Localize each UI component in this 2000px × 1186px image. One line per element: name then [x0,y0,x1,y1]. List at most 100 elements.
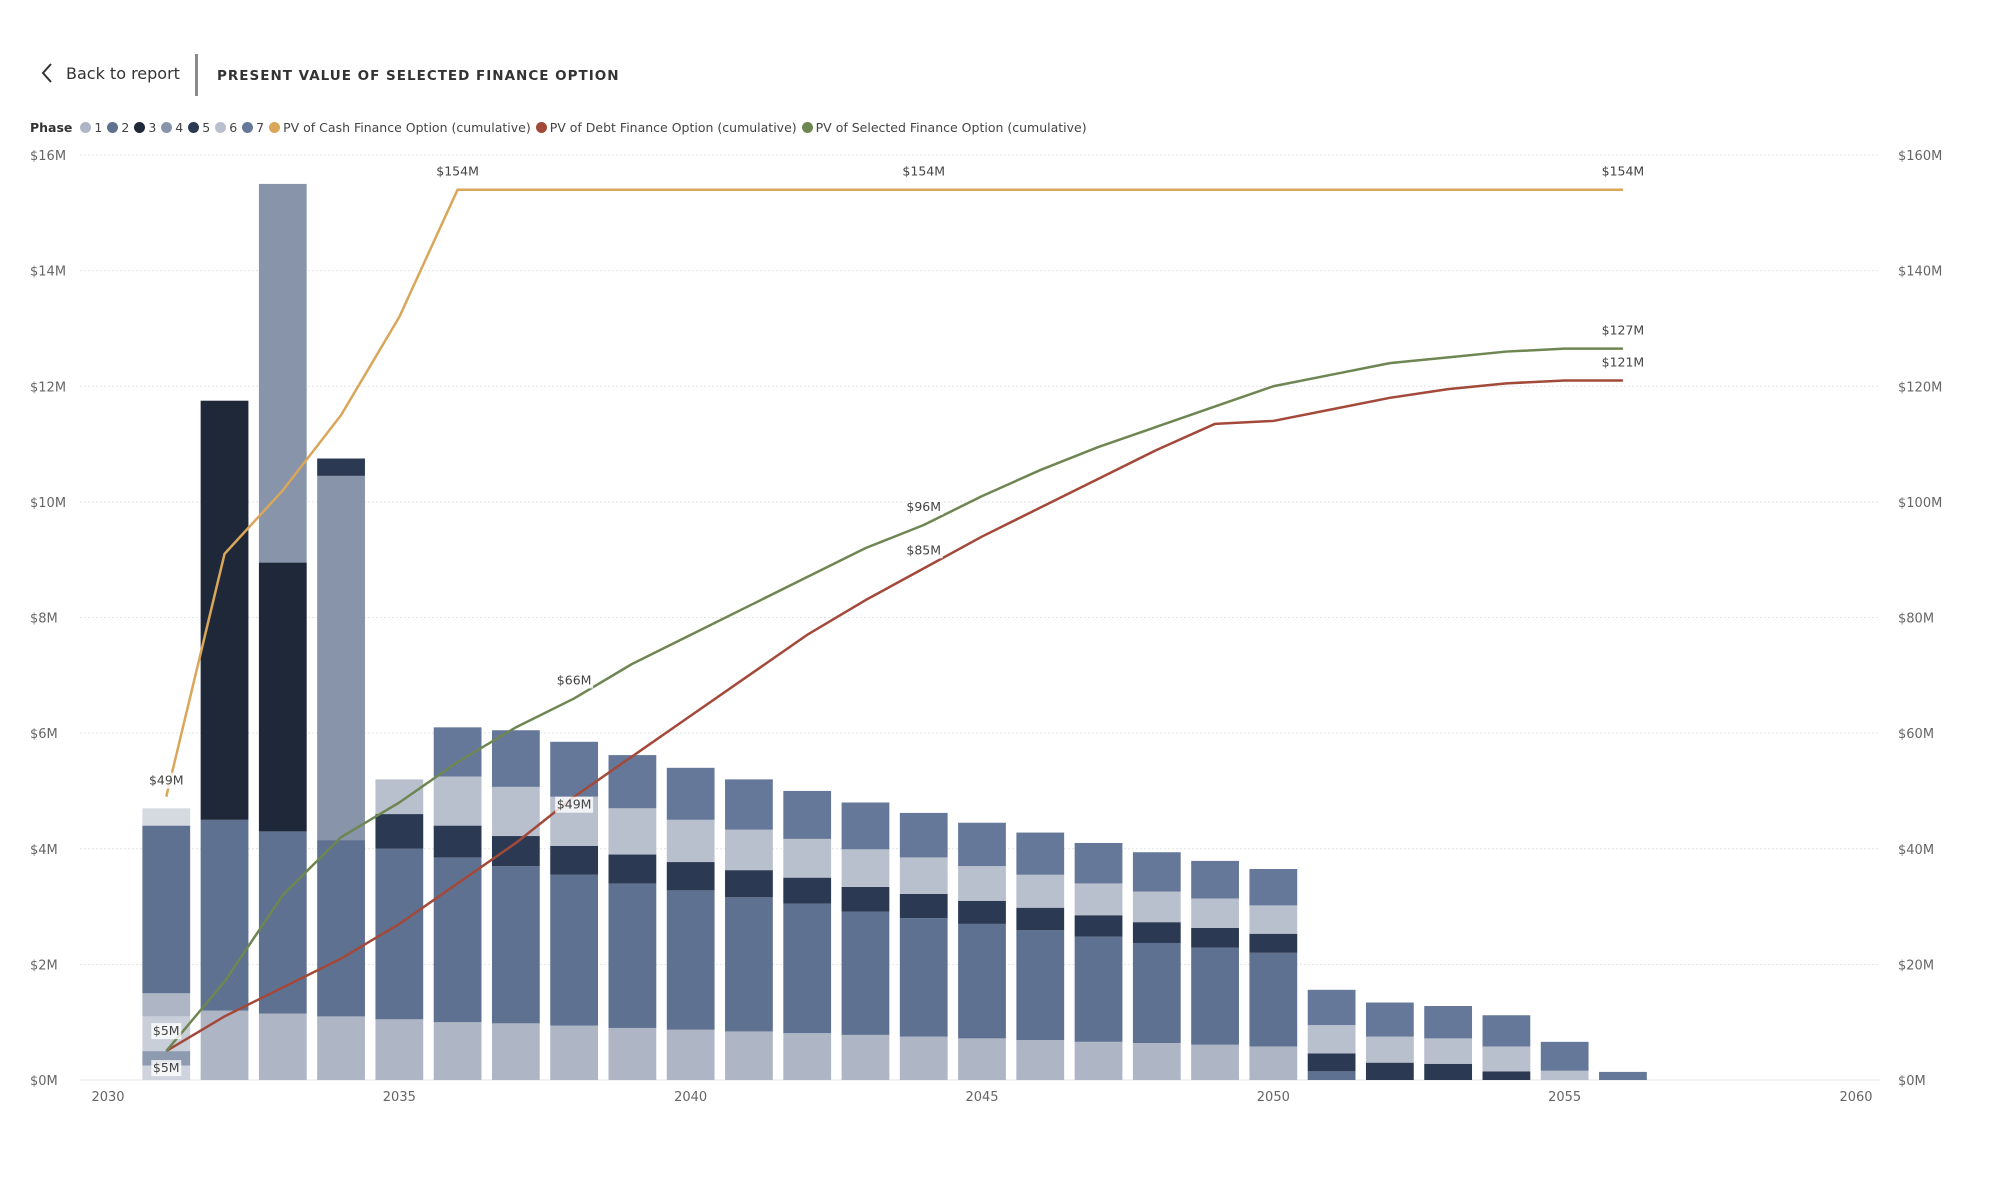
legend-item[interactable]: 5 [188,120,210,135]
legend-label: 7 [256,119,265,135]
y-axis-left-tick: $14M [30,265,66,280]
bar-segment [1540,1070,1589,1080]
page-title: PRESENT VALUE OF SELECTED FINANCE OPTION [217,68,620,84]
bar-segment [1191,927,1239,948]
bar-segment [142,825,191,994]
bar-segment [783,877,832,904]
x-axis-tick: 2035 [383,1090,416,1105]
data-label: $127M [1602,323,1645,338]
bar-segment [1307,1025,1356,1054]
legend-item[interactable]: 7 [242,120,264,135]
data-label: $121M [1602,354,1645,369]
bar-segment [608,854,657,884]
x-axis-tick: 2050 [1257,1090,1290,1105]
bar-segment [958,1038,1006,1080]
legend-item[interactable]: 1 [80,120,102,135]
bar-segment [899,857,948,894]
legend-dot-icon [134,121,146,133]
bar-segment [1016,1040,1065,1080]
header-divider [195,54,198,96]
bar-segment [1307,1071,1356,1080]
bar-segment [1191,1044,1239,1080]
legend-item[interactable]: PV of Selected Finance Option (cumulativ… [801,119,1087,135]
bar-segment [142,993,191,1017]
x-axis-tick: 2040 [674,1090,707,1105]
y-axis-left-tick: $6M [30,727,58,742]
y-axis-right-tick: $120M [1898,380,1942,395]
y-axis-right-tick: $20M [1898,958,1934,973]
bar-segment [1482,1015,1531,1047]
bar-segment [317,1016,365,1080]
series-line [165,347,1623,1052]
bar-segment [958,866,1006,901]
bar-segment [200,819,249,1011]
bar-segment [783,790,832,839]
data-label-bg [151,1060,182,1077]
legend-dot-icon [215,121,227,133]
bar-segment [841,1034,890,1080]
legend-label: 2 [121,119,130,135]
x-axis-tick: 2030 [91,1090,124,1105]
bar-segment [958,900,1006,924]
bar-segment [783,1033,832,1080]
x-axis-tick: 2045 [965,1090,998,1105]
x-axis-tick: 2060 [1839,1090,1872,1105]
legend-label: 1 [94,119,103,135]
legend-item[interactable]: 2 [107,120,129,135]
bar-segment [1249,868,1298,906]
bar-segment [1249,933,1298,953]
data-label: $49M [149,773,184,788]
bar-segment [1307,1053,1356,1072]
bar-segment [958,822,1006,867]
bar-segment [375,814,424,849]
bar-segment [258,831,307,1014]
bar-segment [1540,1041,1589,1071]
bar-segment [1249,905,1298,934]
legend-dot-icon [188,121,200,133]
data-label-bg [904,542,943,559]
bar-segment [1191,947,1239,1045]
series-line [165,379,1623,1053]
y-axis-left-tick: $12M [30,380,66,395]
bar-segment [1424,1006,1473,1039]
legend-item[interactable]: 3 [134,120,156,135]
bar-segment [1307,989,1356,1026]
back-to-report-button[interactable]: Back to report [40,62,180,84]
legend-label: 6 [229,119,238,135]
y-axis-right-tick: $80M [1898,612,1934,627]
data-label-bg [900,163,947,180]
legend-label: PV of Selected Finance Option (cumulativ… [815,119,1087,135]
bar-segment [1424,1063,1473,1080]
bar-segment [1132,942,1181,1043]
data-label: $49M [557,797,592,812]
bar-segment [1016,930,1065,1041]
legend-item[interactable]: PV of Debt Finance Option (cumulative) [535,120,797,135]
bar-segment [608,808,657,855]
legend-dot-icon [801,121,813,133]
y-axis-left-tick: $8M [30,612,58,627]
legend-item[interactable]: 4 [161,120,183,135]
bar-segment [1016,907,1065,931]
bar-segment [375,779,424,815]
bar-segment [1132,1043,1181,1080]
bar-segment [1482,1071,1531,1080]
data-label: $96M [906,499,941,514]
y-axis-left-tick: $4M [30,843,58,858]
bar-segment [142,808,191,826]
bar-segment [1249,1046,1298,1080]
bar-segment [550,845,599,875]
bar-segment [550,741,599,797]
bar-segment [1249,952,1298,1047]
bar-segment [200,400,249,820]
legend-item[interactable]: 6 [215,120,237,135]
bar-segment [491,1023,540,1080]
legend-dot-icon [535,121,547,133]
bar-segment [1365,1002,1414,1037]
bar-segment [317,840,365,1017]
data-label-bg [1599,354,1646,371]
bar-segment [258,1013,307,1080]
bar-segment [1132,891,1181,923]
legend-item[interactable]: PV of Cash Finance Option (cumulative) [269,120,531,135]
data-label: $154M [902,164,945,179]
bar-segment [433,776,482,826]
